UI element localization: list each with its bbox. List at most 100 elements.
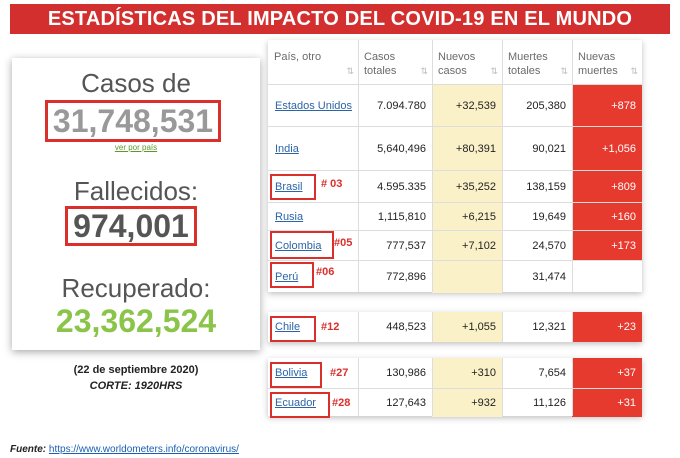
new-cases-cell: +310 — [432, 358, 502, 388]
recovered-label: Recuperado: — [61, 273, 211, 303]
total-cases-cell: 5,640,496 — [377, 143, 426, 155]
rank-label: #06 — [316, 266, 335, 278]
cases-value: 31,748,531 — [45, 100, 221, 142]
header-new-cases[interactable]: Nuevos casos ⇅ — [438, 51, 498, 77]
total-cases-cell: 130,986 — [386, 367, 426, 379]
deaths-value: 974,001 — [65, 206, 197, 246]
country-link[interactable]: Rusia — [275, 211, 304, 223]
new-deaths-cell: +878 — [572, 85, 642, 127]
country-link[interactable]: Perú — [275, 271, 299, 283]
new-deaths-cell: +1,056 — [572, 127, 642, 171]
total-cases-cell: 4.595.335 — [377, 181, 426, 193]
column-divider — [502, 40, 503, 292]
table-row: Ecuador 127,643 +932 11,126 +31 — [268, 388, 642, 417]
deaths-label: Fallecidos: — [73, 176, 199, 206]
table-row: India 5,640,496 +80,391 90,021 +1,056 — [268, 126, 642, 171]
highlight-box-brasil — [270, 174, 316, 200]
total-cases-cell: 1,115,810 — [377, 211, 426, 223]
column-divider — [572, 358, 573, 416]
column-divider — [432, 40, 433, 292]
table-row: Rusia 1,115,810 +6,215 19,649 +160 — [268, 202, 642, 231]
banner-title: ESTADÍSTICAS DEL IMPACTO DEL COVID-19 EN… — [47, 7, 633, 30]
header-total-cases[interactable]: Casos totales ⇅ — [364, 51, 428, 77]
table-row: Bolivia 130,986 +310 7,654 +37 — [268, 358, 642, 388]
source-line: Fuente: https://www.worldometers.info/co… — [10, 444, 239, 455]
summary-card: Casos de coronavirus: 31,748,531 ver por… — [12, 58, 260, 350]
total-deaths-cell: 90,021 — [532, 143, 566, 155]
table-row: Perú 772,896 31,474 — [268, 260, 642, 293]
country-link[interactable]: Bolivia — [275, 367, 308, 379]
sort-icon[interactable]: ⇅ — [346, 66, 354, 76]
column-divider — [432, 312, 433, 342]
table-row: Colombia 777,537 +7,102 24,570 +173 — [268, 230, 642, 261]
new-cases-cell: +32,539 — [432, 85, 502, 127]
page-banner: ESTADÍSTICAS DEL IMPACTO DEL COVID-19 EN… — [10, 4, 670, 34]
country-link[interactable]: Brasil — [275, 181, 303, 193]
country-link[interactable]: Estados Unidos — [275, 100, 353, 112]
total-cases-cell: 127,643 — [386, 397, 426, 409]
source-link[interactable]: https://www.worldometers.info/coronaviru… — [48, 444, 239, 455]
total-deaths-cell: 205,380 — [526, 100, 566, 112]
header-country[interactable]: País, otro ⇅ — [274, 51, 354, 76]
sort-icon[interactable]: ⇅ — [560, 66, 568, 76]
column-divider — [358, 312, 359, 342]
new-deaths-cell: +23 — [572, 312, 642, 342]
country-link[interactable]: Chile — [275, 321, 301, 333]
total-cases-cell: 777,537 — [386, 240, 426, 252]
sort-icon[interactable]: ⇅ — [490, 66, 498, 76]
total-deaths-cell: 138,159 — [526, 181, 566, 193]
recovered-value: 23,362,524 — [55, 303, 217, 339]
column-divider — [358, 40, 359, 292]
column-divider — [572, 312, 573, 342]
sort-icon[interactable]: ⇅ — [630, 66, 638, 76]
sort-icon[interactable]: ⇅ — [420, 66, 428, 76]
report-date: (22 de septiembre 2020) — [73, 364, 199, 376]
chile-table: Chile 448,523 +1,055 12,321 +23 — [268, 312, 642, 342]
rank-label: #27 — [330, 367, 349, 379]
total-deaths-cell: 19,649 — [532, 211, 566, 223]
total-deaths-cell: 24,570 — [532, 240, 566, 252]
column-divider — [502, 312, 503, 342]
header-total-deaths[interactable]: Muertes totales ⇅ — [508, 51, 568, 77]
table-row: Estados Unidos 7.094.780 +32,539 205,380… — [268, 84, 642, 127]
new-deaths-cell: +809 — [572, 171, 642, 203]
table-row: Brasil 4.595.335 +35,252 138,159 +809 — [268, 170, 642, 203]
source-label: Fuente: — [10, 444, 47, 455]
column-divider — [358, 358, 359, 416]
new-deaths-cell: +37 — [572, 358, 642, 388]
total-cases-cell: 7.094.780 — [377, 100, 426, 112]
total-deaths-cell: 11,126 — [533, 397, 566, 409]
total-deaths-cell: 7,654 — [538, 367, 566, 379]
table-row: Chile 448,523 +1,055 12,321 +23 — [268, 312, 642, 342]
highlight-box-peru — [270, 262, 314, 288]
bottom-table: Bolivia 130,986 +310 7,654 +37 Ecuador 1… — [268, 358, 642, 417]
column-divider — [572, 40, 573, 292]
rank-label: #28 — [332, 397, 351, 409]
total-deaths-cell: 12,321 — [532, 321, 566, 333]
new-cases-cell: +1,055 — [432, 312, 502, 342]
new-cases-cell: +80,391 — [432, 127, 502, 171]
highlight-box-ecuador — [270, 392, 330, 418]
new-cases-cell: +932 — [432, 389, 502, 417]
total-cases-cell: 448,523 — [386, 321, 426, 333]
rank-label: # 03 — [321, 178, 343, 190]
new-deaths-cell — [572, 261, 642, 293]
view-by-country-link[interactable]: ver por país — [114, 143, 158, 152]
country-link[interactable]: Ecuador — [275, 397, 316, 409]
new-deaths-cell: +173 — [572, 231, 642, 261]
report-cutoff: CORTE: 1920HRS — [89, 380, 183, 392]
new-cases-cell: +35,252 — [432, 171, 502, 203]
new-deaths-cell: +31 — [572, 389, 642, 417]
column-divider — [502, 358, 503, 416]
total-cases-cell: 772,896 — [386, 271, 426, 283]
country-link[interactable]: India — [275, 143, 299, 155]
new-cases-cell: +6,215 — [432, 203, 502, 231]
stats-table: País, otro ⇅ Casos totales ⇅ Nuevos casos ⇅… — [268, 40, 642, 293]
highlight-box-chile — [270, 316, 316, 342]
country-link[interactable]: Colombia — [275, 240, 322, 252]
column-divider — [432, 358, 433, 416]
rank-label: #05 — [334, 237, 353, 249]
new-cases-cell: +7,102 — [432, 231, 502, 261]
header-new-deaths[interactable]: Nuevas muertes ⇅ — [578, 51, 638, 77]
highlight-box-colombia — [270, 231, 334, 259]
